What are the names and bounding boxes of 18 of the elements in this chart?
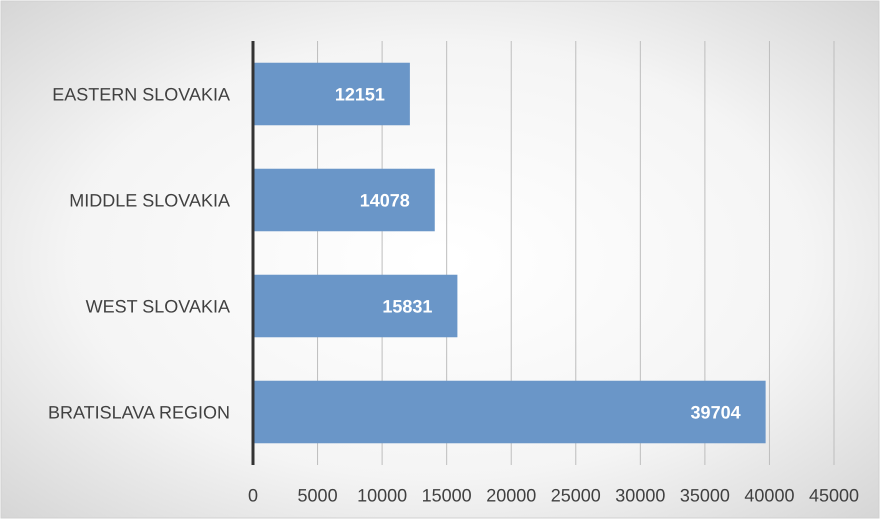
x-tick-label: 30000 xyxy=(615,485,666,506)
x-tick-label: 40000 xyxy=(744,485,794,506)
data-label: 39704 xyxy=(690,402,741,422)
x-tick-label: 25000 xyxy=(550,485,601,506)
data-label: 14078 xyxy=(360,190,410,210)
data-label: 12151 xyxy=(334,84,385,104)
x-tick-label: 45000 xyxy=(808,485,860,506)
data-label: 15831 xyxy=(382,296,432,316)
y-tick-label: WEST SLOVAKIA xyxy=(86,296,230,316)
x-tick-label: 10000 xyxy=(357,485,408,506)
x-tick-label: 35000 xyxy=(680,485,730,506)
x-tick-label: 5000 xyxy=(298,485,338,506)
x-tick-label: 15000 xyxy=(422,485,472,506)
x-tick-label: 20000 xyxy=(486,485,536,506)
y-tick-label: MIDDLE SLOVAKIA xyxy=(69,190,230,210)
y-tick-label: BRATISLAVA REGION xyxy=(48,402,230,422)
x-tick-label: 0 xyxy=(248,485,258,506)
y-tick-label: EASTERN SLOVAKIA xyxy=(52,84,230,104)
